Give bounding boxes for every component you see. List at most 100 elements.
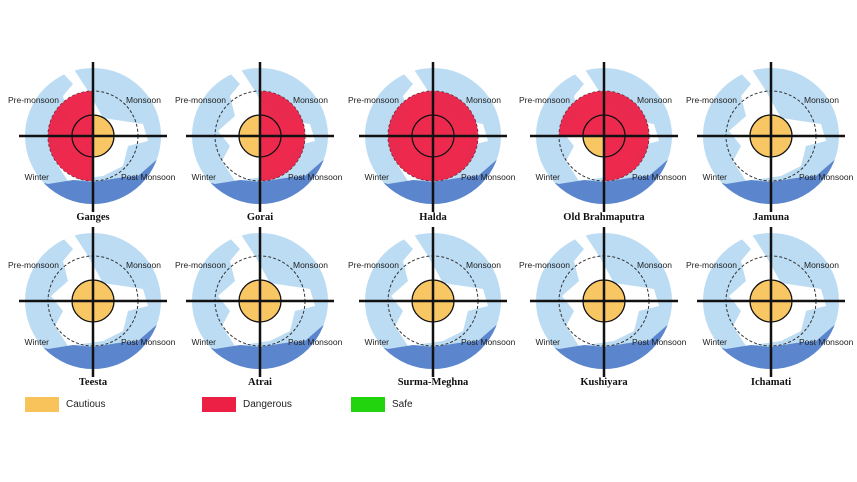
bay-of-bengal <box>703 321 839 369</box>
label-monsoon: Monsoon <box>293 95 328 105</box>
status-wedge-winter <box>583 301 604 322</box>
label-post-monsoon: Post Monsoon <box>632 172 687 182</box>
river-panel-surma-meghna: Pre-monsoon Monsoon Winter Post Monsoon Surm… <box>348 227 516 388</box>
river-name: Halda <box>419 212 447 223</box>
label-monsoon: Monsoon <box>804 95 839 105</box>
label-pre-monsoon: Pre-monsoon <box>686 260 737 270</box>
label-pre-monsoon: Pre-monsoon <box>686 95 737 105</box>
river-name: Ganges <box>76 212 109 223</box>
label-winter: Winter <box>364 172 389 182</box>
status-wedge-winter <box>48 136 93 181</box>
label-post-monsoon: Post Monsoon <box>461 337 516 347</box>
bay-of-bengal <box>536 321 672 369</box>
status-wedge-post-monsoon <box>604 136 649 181</box>
legend-swatch-cautious <box>25 397 59 412</box>
label-monsoon: Monsoon <box>466 260 501 270</box>
label-pre-monsoon: Pre-monsoon <box>519 95 570 105</box>
status-wedge-winter <box>72 301 93 322</box>
status-wedge-monsoon <box>260 280 281 301</box>
status-wedge-monsoon <box>604 91 649 136</box>
status-wedge-post-monsoon <box>604 301 625 322</box>
status-wedge-winter <box>239 136 260 157</box>
bay-of-bengal <box>365 321 501 369</box>
river-panel-atrai: Pre-monsoon Monsoon Winter Post Monsoon Atra… <box>175 227 343 388</box>
river-panel-jamuna: Pre-monsoon Monsoon Winter Post Monsoon Jamu… <box>686 62 854 223</box>
label-winter: Winter <box>191 337 216 347</box>
river-name: Teesta <box>79 377 108 388</box>
status-wedge-pre-monsoon <box>750 115 771 136</box>
status-wedge-pre-monsoon <box>583 280 604 301</box>
label-post-monsoon: Post Monsoon <box>461 172 516 182</box>
status-wedge-post-monsoon <box>433 136 478 181</box>
status-wedge-monsoon <box>604 280 625 301</box>
status-wedge-winter <box>750 301 771 322</box>
river-name: Jamuna <box>753 212 790 223</box>
status-wedge-pre-monsoon <box>559 91 604 136</box>
river-name: Ichamati <box>751 377 791 388</box>
bay-of-bengal <box>703 156 839 204</box>
status-wedge-monsoon <box>93 115 114 136</box>
label-post-monsoon: Post Monsoon <box>799 172 854 182</box>
bay-of-bengal <box>365 156 501 204</box>
label-monsoon: Monsoon <box>126 95 161 105</box>
label-monsoon: Monsoon <box>293 260 328 270</box>
status-wedge-monsoon <box>93 280 114 301</box>
status-wedge-winter <box>583 136 604 157</box>
bay-of-bengal <box>192 156 328 204</box>
river-name: Kushiyara <box>580 377 628 388</box>
label-pre-monsoon: Pre-monsoon <box>8 95 59 105</box>
status-wedge-post-monsoon <box>93 301 114 322</box>
label-monsoon: Monsoon <box>637 260 672 270</box>
river-name: Gorai <box>247 212 273 223</box>
label-post-monsoon: Post Monsoon <box>121 172 176 182</box>
legend-label-safe: Safe <box>392 399 413 410</box>
label-winter: Winter <box>702 172 727 182</box>
status-wedge-pre-monsoon <box>239 280 260 301</box>
river-panel-halda: Pre-monsoon Monsoon Winter Post Monsoon Hald… <box>348 62 516 223</box>
status-wedge-post-monsoon <box>771 136 792 157</box>
label-post-monsoon: Post Monsoon <box>288 172 343 182</box>
river-panel-old-brahmaputra: Pre-monsoon Monsoon Winter Post Monsoon Old … <box>519 62 687 223</box>
status-wedge-monsoon <box>433 91 478 136</box>
status-wedge-post-monsoon <box>260 136 305 181</box>
label-monsoon: Monsoon <box>637 95 672 105</box>
river-panel-kushiyara: Pre-monsoon Monsoon Winter Post Monsoon Kush… <box>519 227 687 388</box>
status-wedge-pre-monsoon <box>72 280 93 301</box>
label-pre-monsoon: Pre-monsoon <box>348 95 399 105</box>
status-wedge-winter <box>750 136 771 157</box>
river-panel-ganges: Pre-monsoon Monsoon Winter Post Monsoon Gang… <box>8 62 176 223</box>
legend-label-cautious: Cautious <box>66 399 106 410</box>
status-wedge-pre-monsoon <box>388 91 433 136</box>
label-post-monsoon: Post Monsoon <box>632 337 687 347</box>
label-pre-monsoon: Pre-monsoon <box>8 260 59 270</box>
label-winter: Winter <box>364 337 389 347</box>
label-winter: Winter <box>24 337 49 347</box>
label-post-monsoon: Post Monsoon <box>121 337 176 347</box>
label-post-monsoon: Post Monsoon <box>799 337 854 347</box>
status-wedge-pre-monsoon <box>48 91 93 136</box>
status-wedge-monsoon <box>260 91 305 136</box>
label-winter: Winter <box>535 172 560 182</box>
legend-cautious: Cautious <box>25 397 105 412</box>
label-post-monsoon: Post Monsoon <box>288 337 343 347</box>
status-wedge-monsoon <box>433 280 454 301</box>
river-panel-teesta: Pre-monsoon Monsoon Winter Post Monsoon Tees… <box>8 227 176 388</box>
legend-safe: Safe <box>351 397 413 412</box>
bay-of-bengal <box>192 321 328 369</box>
status-wedge-winter <box>388 136 433 181</box>
label-winter: Winter <box>191 172 216 182</box>
bay-of-bengal <box>25 321 161 369</box>
legend-dangerous: Dangerous <box>202 397 292 412</box>
status-wedge-pre-monsoon <box>412 280 433 301</box>
river-panel-ichamati: Pre-monsoon Monsoon Winter Post Monsoon Icha… <box>686 227 854 388</box>
legend-swatch-safe <box>351 397 385 412</box>
label-winter: Winter <box>702 337 727 347</box>
status-wedge-monsoon <box>771 115 792 136</box>
river-name: Surma-Meghna <box>398 377 469 388</box>
status-wedge-post-monsoon <box>93 136 114 157</box>
status-wedge-winter <box>239 301 260 322</box>
bay-of-bengal <box>536 156 672 204</box>
label-pre-monsoon: Pre-monsoon <box>175 95 226 105</box>
status-wedge-post-monsoon <box>771 301 792 322</box>
label-winter: Winter <box>535 337 560 347</box>
